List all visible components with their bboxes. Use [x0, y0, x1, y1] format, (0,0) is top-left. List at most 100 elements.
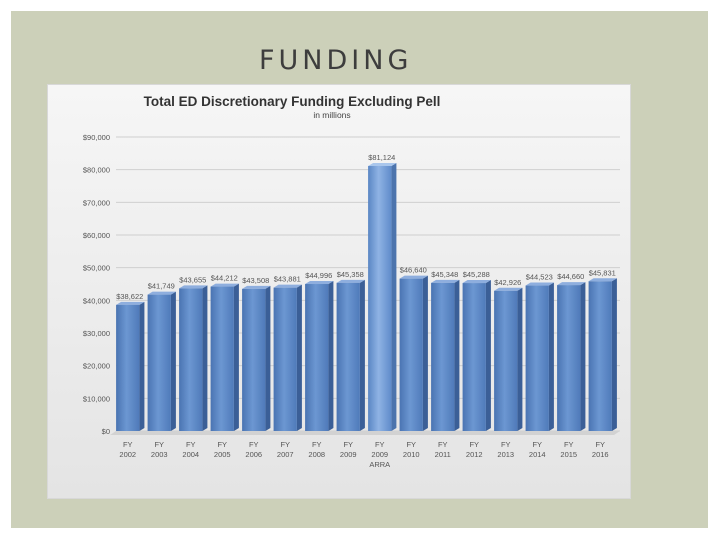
- y-tick-label: $10,000: [83, 394, 110, 403]
- x-tick-label: 2004: [182, 450, 199, 459]
- bar: [305, 284, 329, 431]
- data-label: $45,831: [589, 268, 616, 277]
- bar-top: [462, 280, 491, 284]
- data-label: $46,640: [400, 266, 427, 275]
- x-tick-label: FY: [186, 440, 196, 449]
- bar-side: [328, 281, 334, 431]
- bar-side: [202, 285, 208, 431]
- bar: [525, 285, 549, 431]
- x-tick-label: FY: [595, 440, 605, 449]
- x-tick-label: FY: [249, 440, 259, 449]
- y-tick-label: $50,000: [83, 264, 110, 273]
- bar-top: [179, 285, 208, 289]
- bar: [147, 294, 171, 431]
- x-tick-label: 2003: [151, 450, 168, 459]
- data-label: $43,881: [274, 275, 301, 284]
- bar-side: [265, 285, 271, 431]
- data-label: $43,508: [242, 276, 269, 285]
- bar-side: [611, 278, 617, 431]
- bar: [588, 281, 612, 431]
- x-tick-label: FY: [438, 440, 448, 449]
- x-tick-label: FY: [564, 440, 574, 449]
- bar-side: [485, 280, 491, 431]
- x-tick-label: FY: [123, 440, 133, 449]
- bar-side: [391, 162, 397, 431]
- chart-subtitle: in millions: [313, 110, 350, 120]
- bar-top: [336, 279, 365, 283]
- chart-title: Total ED Discretionary Funding Excluding…: [144, 94, 441, 109]
- x-tick-label: FY: [280, 440, 290, 449]
- data-label: $44,660: [557, 272, 584, 281]
- bar: [557, 285, 581, 431]
- y-axis: $0 $10,000 $20,000 $30,000 $40,000 $50,000 $60…: [83, 133, 110, 436]
- bar: [462, 283, 486, 431]
- bar-top: [431, 279, 460, 283]
- x-tick-label: FY: [406, 440, 416, 449]
- x-tick-label: FY: [532, 440, 542, 449]
- data-label: $43,655: [179, 275, 206, 284]
- y-tick-label: $30,000: [83, 329, 110, 338]
- data-label: $44,996: [305, 271, 332, 280]
- bar-top: [147, 291, 176, 295]
- bar: [116, 304, 140, 431]
- bar-side: [359, 279, 365, 431]
- bar-top: [588, 278, 617, 282]
- bar: [494, 290, 518, 431]
- x-tick-label: 2007: [277, 450, 294, 459]
- data-label: $44,212: [211, 274, 238, 283]
- x-tick-label: 2005: [214, 450, 231, 459]
- x-tick-label: 2009: [340, 450, 357, 459]
- x-tick-label: 2002: [119, 450, 136, 459]
- data-label: $81,124: [368, 153, 395, 162]
- x-tick-label: FY: [312, 440, 322, 449]
- bar: [399, 278, 423, 431]
- x-tick-label: FY: [375, 440, 385, 449]
- bar: [210, 286, 234, 431]
- x-tick-label: FY: [501, 440, 511, 449]
- bar-top: [116, 301, 145, 305]
- bar-side: [139, 301, 145, 431]
- y-tick-label: $80,000: [83, 166, 110, 175]
- y-tick-label: $0: [102, 427, 110, 436]
- bar-side: [548, 282, 554, 431]
- bar-top: [494, 287, 523, 291]
- chart-floor: [110, 431, 620, 435]
- y-tick-label: $40,000: [83, 296, 110, 305]
- x-tick-label: FY: [217, 440, 227, 449]
- x-tick-label: 2015: [560, 450, 577, 459]
- bar: [179, 288, 203, 431]
- data-label: $44,523: [526, 273, 553, 282]
- bar-top: [273, 284, 302, 288]
- bar-side: [233, 283, 239, 431]
- bar-top: [525, 282, 554, 286]
- bar-top: [368, 162, 397, 166]
- chart-panel: Total ED Discretionary Funding Excluding…: [48, 85, 630, 498]
- x-tick-label: 2013: [497, 450, 514, 459]
- funding-bar-chart: Total ED Discretionary Funding Excluding…: [83, 94, 620, 469]
- bar: [431, 282, 455, 431]
- data-labels: $38,622 $41,749 $43,655 $44,212 $43,508 $43,8…: [116, 153, 616, 301]
- bar: [336, 282, 360, 431]
- data-label: $41,749: [148, 282, 175, 291]
- y-tick-label: $70,000: [83, 198, 110, 207]
- y-tick-label: $90,000: [83, 133, 110, 142]
- bar-side: [517, 287, 523, 431]
- bar-side: [296, 284, 302, 431]
- data-label: $45,358: [337, 270, 364, 279]
- x-tick-label: 2008: [308, 450, 325, 459]
- data-label: $45,348: [431, 270, 458, 279]
- x-tick-label: 2012: [466, 450, 483, 459]
- data-label: $45,288: [463, 270, 490, 279]
- data-label: $42,926: [494, 278, 521, 287]
- y-tick-label: $60,000: [83, 231, 110, 240]
- bar: [368, 165, 392, 431]
- bar-side: [422, 275, 428, 431]
- bars: [116, 162, 617, 431]
- bar-top: [305, 281, 334, 285]
- x-tick-label: 2016: [592, 450, 609, 459]
- x-tick-label: 2014: [529, 450, 546, 459]
- x-axis: FY2002FY2003FY2004FY2005FY2006FY2007FY20…: [119, 440, 608, 469]
- bar-side: [454, 279, 460, 431]
- bar-side: [170, 291, 176, 431]
- x-tick-label: FY: [469, 440, 479, 449]
